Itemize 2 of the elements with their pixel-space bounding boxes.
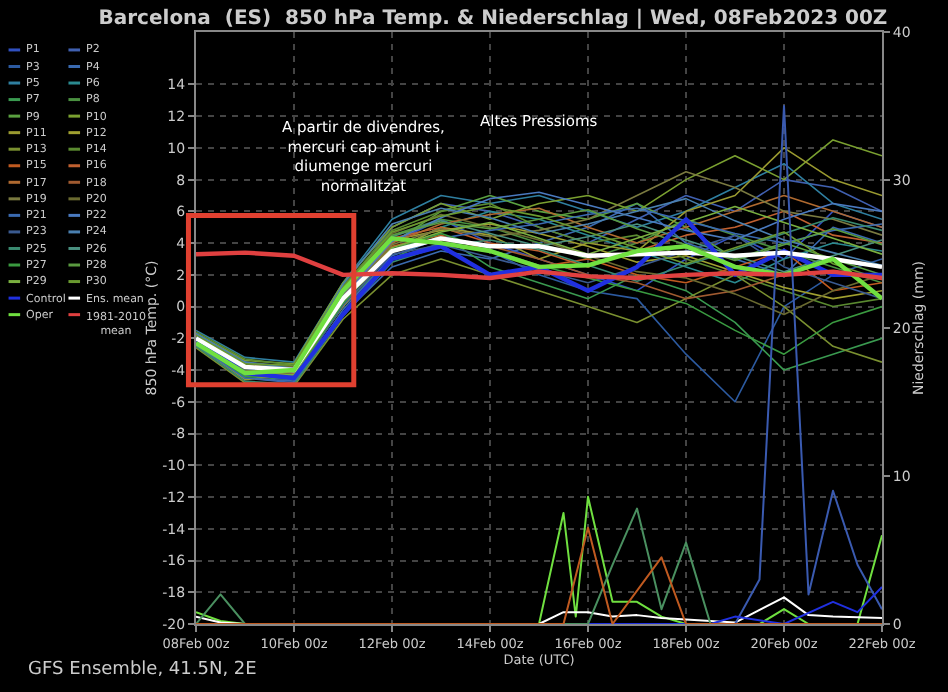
text: GFS Ensemble, 41.5N, 2E — [28, 660, 258, 680]
chart-title: Barcelona (ES) 850 hPa Temp. & Niederschlag | Wed, 08Feb2023 00Z — [98, 8, 888, 31]
